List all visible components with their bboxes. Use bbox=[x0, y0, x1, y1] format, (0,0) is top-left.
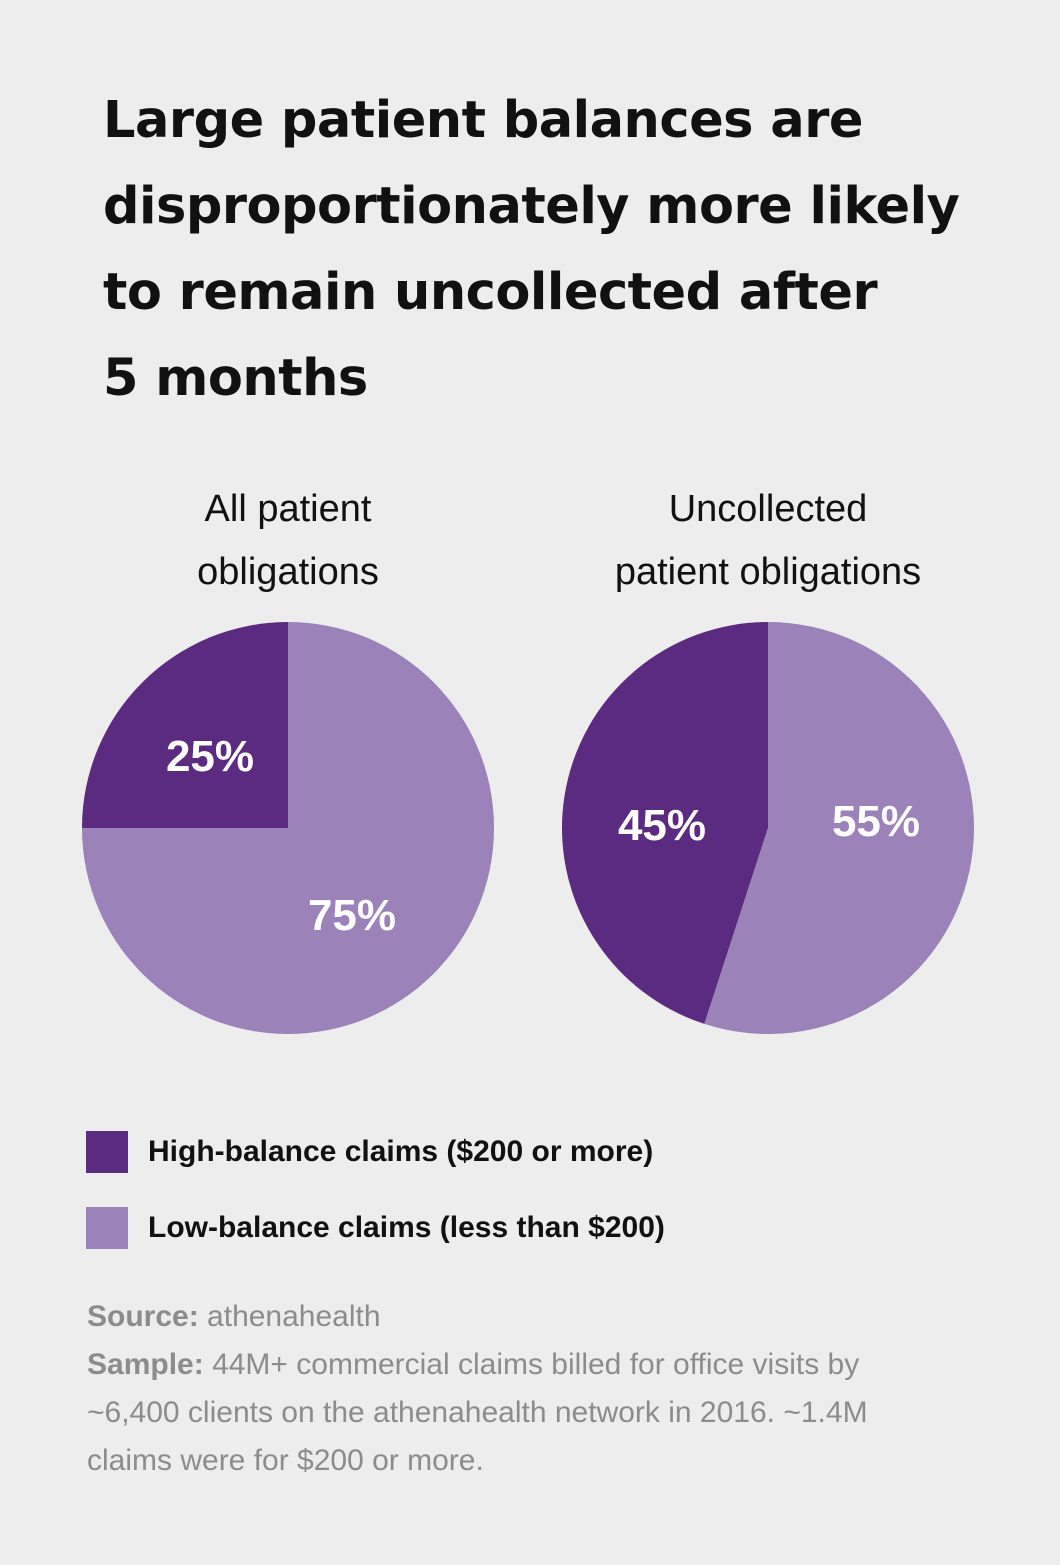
source-label: Source: bbox=[87, 1300, 199, 1333]
source-text: athenahealth bbox=[207, 1300, 381, 1333]
pie-heading-line: obligations bbox=[197, 551, 379, 593]
pie-uncollected-obligations: 45% 55% bbox=[561, 622, 974, 1034]
legend-item-high-balance: High-balance claims ($200 or more) bbox=[86, 1130, 653, 1174]
legend-label-high-balance: High-balance claims ($200 or more) bbox=[148, 1135, 654, 1168]
title-line: disproportionately more likely bbox=[103, 177, 960, 236]
footnote: Source: athenahealth Sample: 44M+ commer… bbox=[87, 1293, 967, 1485]
title-line: Large patient balances are bbox=[103, 91, 863, 150]
pie-slice-high-balance-all bbox=[82, 622, 288, 828]
pie-heading-line: Uncollected bbox=[668, 488, 868, 530]
pie-charts: 25% 75% 45% 55% bbox=[82, 622, 974, 1034]
sample-label: Sample: bbox=[87, 1348, 204, 1381]
pie-slice-low-balance-all bbox=[82, 622, 494, 1034]
slice-label-high-balance: 25% bbox=[166, 732, 254, 781]
legend-swatch-low-balance bbox=[86, 1207, 128, 1249]
pie-slice-high-balance-uncollected bbox=[561, 622, 768, 1024]
chart-title: Large patient balances are disproportion… bbox=[103, 78, 1003, 422]
legend-label-low-balance: Low-balance claims (less than $200) bbox=[148, 1211, 665, 1244]
sample-text: 44M+ commercial claims billed for office… bbox=[212, 1348, 860, 1381]
slice-label-low-balance: 75% bbox=[308, 891, 396, 940]
sample-line: Sample: 44M+ commercial claims billed fo… bbox=[87, 1341, 967, 1389]
pie-heading-line: patient obligations bbox=[614, 551, 922, 593]
legend-swatch-high-balance bbox=[86, 1131, 128, 1173]
slice-label-low-balance: 55% bbox=[832, 797, 920, 846]
pie-heading-uncollected-obligations: Uncollected patient obligations bbox=[548, 478, 988, 604]
sample-line: ~6,400 clients on the athenahealth netwo… bbox=[87, 1396, 868, 1429]
pie-heading-all-obligations: All patient obligations bbox=[68, 478, 508, 604]
legend-item-low-balance: Low-balance claims (less than $200) bbox=[86, 1206, 665, 1250]
pie-slice-low-balance-uncollected bbox=[704, 622, 974, 1034]
slice-label-high-balance: 45% bbox=[618, 801, 706, 850]
title-line: 5 months bbox=[103, 349, 368, 408]
sample-line: claims were for $200 or more. bbox=[87, 1444, 484, 1477]
pie-all-obligations: 25% 75% bbox=[82, 622, 494, 1034]
pie-heading-line: All patient bbox=[204, 488, 372, 530]
source-line: Source: athenahealth bbox=[87, 1293, 967, 1341]
title-line: to remain uncollected after bbox=[103, 263, 878, 322]
